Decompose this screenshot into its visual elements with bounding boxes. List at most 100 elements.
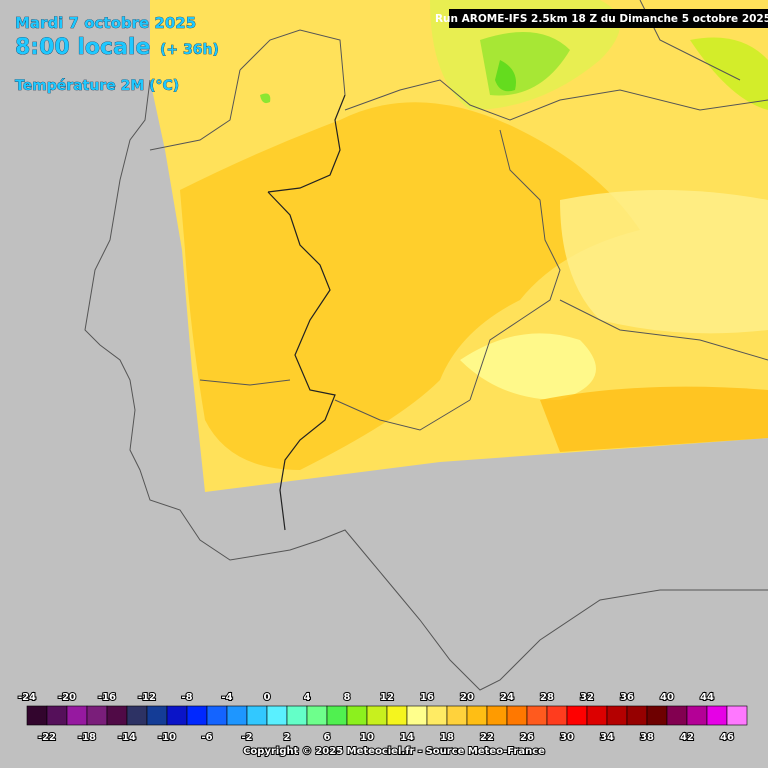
legend-label: -10 [158,732,176,743]
date: Mardi 7 octobre 2025 [15,14,196,32]
legend-label: -22 [38,732,56,743]
legend-label: 44 [700,692,714,703]
legend-swatch [626,705,648,726]
legend-swatch [366,705,388,726]
legend-label: 0 [264,692,271,703]
legend-swatch [706,705,728,726]
legend-swatch [306,705,328,726]
legend-label: 30 [560,732,574,743]
legend-label: 36 [620,692,634,703]
legend-swatch [226,705,248,726]
field-mild [560,190,768,334]
legend-swatch [526,705,548,726]
national-border [267,94,346,193]
legend-swatch [586,705,608,726]
legend-swatch [466,705,488,726]
legend-label: 40 [660,692,674,703]
field-mild [460,333,596,400]
field-cold [495,60,516,92]
legend-label: 28 [540,692,554,703]
legend-swatch [686,705,708,726]
legend-label: 14 [400,732,414,743]
field-cool [260,93,271,104]
legend-swatch [426,705,448,726]
legend-label: 18 [440,732,454,743]
legend-swatch [86,705,108,726]
legend-swatch [606,705,628,726]
legend-label: 2 [284,732,291,743]
legend-swatch [46,705,68,726]
time: 8:00 locale [15,35,150,60]
legend-label: -14 [118,732,136,743]
legend-swatch [666,705,688,726]
region-border [559,299,768,361]
parameter: Température 2M (°C) [15,78,179,94]
legend-swatch [186,705,208,726]
legend-swatch [386,705,408,726]
legend-label: -2 [241,732,252,743]
legend-label: 34 [600,732,614,743]
legend-swatch [106,705,128,726]
region-border [344,79,768,121]
legend-label: 12 [380,692,394,703]
legend-swatch [246,705,268,726]
lead-time: (+ 36h) [160,42,219,58]
temperature-field [150,0,768,492]
legend-swatch [506,705,528,726]
legend-swatch [406,705,428,726]
region-border [239,29,346,96]
legend-swatch [266,705,288,726]
legend-swatch [146,705,168,726]
legend-swatch [206,705,228,726]
legend-label: 10 [360,732,374,743]
legend-label: 42 [680,732,694,743]
legend-swatch [286,705,308,726]
borders [84,0,768,691]
legend-label: 26 [520,732,534,743]
legend-label: -16 [98,692,116,703]
region-border [469,129,561,401]
run-box [449,9,768,28]
legend-swatch [126,705,148,726]
field-warm [540,386,768,452]
legend-swatch [446,705,468,726]
legend-label: 32 [580,692,594,703]
region-border [334,399,471,431]
legend-label: 24 [500,692,514,703]
legend-label: 6 [324,732,331,743]
legend-label: -8 [181,692,192,703]
national-border [267,191,336,531]
color-legend: -24 -20 -16 -12 -8 -4 0 4 8 12 16 20 24 28 32 36 40 44-22… [17,691,748,744]
legend-swatch [486,705,508,726]
field-warm [180,102,640,470]
legend-swatch [166,705,188,726]
legend-swatch [566,705,588,726]
legend-label: 4 [304,692,311,703]
copyright: Copyright © 2025 Meteociel.fr - Source M… [243,746,545,757]
region-border [149,69,241,151]
legend-label: -12 [138,692,156,703]
legend-swatch [326,705,348,726]
legend-swatch [346,705,368,726]
legend-swatch [646,705,668,726]
legend-label: 46 [720,732,734,743]
legend-label: 8 [344,692,351,703]
legend-label: 22 [480,732,494,743]
legend-label: 16 [420,692,434,703]
legend-label: 20 [460,692,474,703]
legend-swatch [26,705,48,726]
legend-swatch [546,705,568,726]
legend-label: -18 [78,732,96,743]
run-info: Run AROME-IFS 2.5km 18 Z du Dimanche 5 o… [435,13,768,25]
legend-label: 38 [640,732,654,743]
field-cool [690,37,768,110]
legend-label: -4 [221,692,232,703]
legend-label: -6 [201,732,212,743]
region-border [199,379,291,386]
legend-label: -20 [58,692,76,703]
legend-label: -24 [18,692,36,703]
legend-swatch [726,705,748,726]
legend-swatch [66,705,88,726]
